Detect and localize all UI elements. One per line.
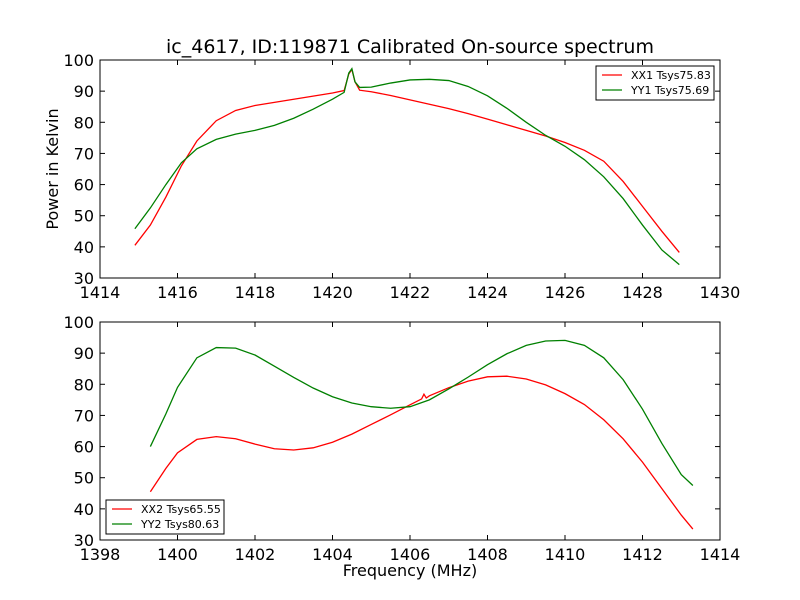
- y-tick-label: 30: [74, 269, 94, 288]
- y-tick-label: 80: [74, 375, 94, 394]
- x-tick-label: 1420: [312, 283, 353, 302]
- x-tick-label: 1404: [312, 545, 353, 564]
- x-axis-label-bottom: Frequency (MHz): [343, 561, 477, 580]
- chart-title: ic_4617, ID:119871 Calibrated On-source …: [166, 36, 654, 58]
- legend-entry-label: YY1 Tsys75.69: [630, 84, 709, 97]
- series-line-2: [149, 339, 694, 486]
- legend-box: [595, 65, 715, 101]
- y-tick-label: 40: [74, 238, 94, 257]
- y-tick-label: 50: [74, 207, 94, 226]
- x-tick-label: 1402: [235, 545, 276, 564]
- y-tick-label: 30: [74, 531, 94, 550]
- x-tick-label: 1400: [157, 545, 198, 564]
- x-tick-label: 1424: [467, 283, 508, 302]
- y-tick-label: 70: [74, 144, 94, 163]
- x-tick-label: 1422: [390, 283, 431, 302]
- legend: XX2 Tsys65.55 YY2 Tsys80.63: [105, 499, 225, 535]
- y-tick-label: 60: [74, 438, 94, 457]
- y-tick-label: 100: [63, 313, 94, 332]
- y-tick-label: 50: [74, 469, 94, 488]
- x-tick-label: 1414: [80, 283, 121, 302]
- x-tick-label: 1430: [700, 283, 741, 302]
- y-tick-label: 60: [74, 176, 94, 195]
- y-tick-label: 100: [63, 51, 94, 70]
- legend-entry-label: YY2 Tsys80.63: [140, 518, 219, 531]
- x-tick-label: 1408: [467, 545, 508, 564]
- y-tick-label: 80: [74, 113, 94, 132]
- legend-entry-label: XX2 Tsys65.55: [141, 503, 221, 516]
- y-tick-label: 90: [74, 344, 94, 363]
- x-tick-label: 1398: [80, 545, 121, 564]
- x-tick-label: 1406: [390, 545, 431, 564]
- bottom-panel: 1398 1400 1402 1404 1406 1408 1410 1412 1414 30 40…: [63, 313, 740, 564]
- y-tick-label: 90: [74, 82, 94, 101]
- series-line-1: [134, 67, 680, 253]
- y-tick-label: 70: [74, 406, 94, 425]
- x-tick-label: 1412: [622, 545, 663, 564]
- x-tick-label: 1428: [622, 283, 663, 302]
- x-tick-label: 1418: [235, 283, 276, 302]
- legend: XX1 Tsys75.83 YY1 Tsys75.69: [595, 65, 715, 101]
- legend-entry-label: XX1 Tsys75.83: [631, 69, 711, 82]
- x-tick-label: 1410: [545, 545, 586, 564]
- series-line-2: [134, 67, 680, 266]
- series-line-1: [149, 375, 694, 530]
- top-panel: 1414 1416 1418 1420 1422 1424 1426 1428 1430 30 40…: [63, 51, 740, 302]
- x-tick-label: 1416: [157, 283, 198, 302]
- x-tick-label: 1426: [545, 283, 586, 302]
- y-tick-label: 40: [74, 500, 94, 519]
- x-tick-label: 1414: [700, 545, 741, 564]
- y-axis-label-top: Power in Kelvin: [43, 108, 62, 229]
- legend-box: [105, 499, 225, 535]
